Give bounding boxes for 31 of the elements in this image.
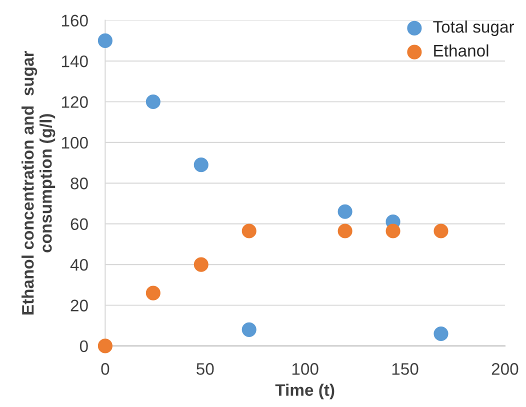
y-tick-label: 20 <box>70 300 88 312</box>
y-tick-label: 100 <box>62 136 88 149</box>
x-tick-label: 150 <box>392 363 418 375</box>
y-tick-label: 40 <box>70 258 88 271</box>
point <box>242 224 256 238</box>
point <box>98 33 112 48</box>
y-tick-label: 160 <box>62 14 88 27</box>
point <box>98 338 112 354</box>
y-tick-label: 0 <box>80 340 88 352</box>
point <box>338 204 352 219</box>
y-tick-label: 80 <box>70 178 88 190</box>
y-tick-label: 140 <box>62 55 88 68</box>
y-tick-label: 120 <box>62 96 88 108</box>
y-tick-label: 60 <box>70 218 88 230</box>
legend-label: Ethanol <box>434 44 488 57</box>
x-tick-label: 100 <box>292 363 318 375</box>
point <box>146 286 160 300</box>
point <box>338 224 352 238</box>
point <box>434 326 448 342</box>
point <box>386 224 400 238</box>
point <box>242 322 256 337</box>
x-tick-label: 50 <box>196 363 214 375</box>
point <box>146 94 160 110</box>
point <box>194 158 208 172</box>
point <box>434 224 448 238</box>
x-tick-label: 200 <box>492 363 518 375</box>
y-axis-title: Ethanol concentration and sugar consumption (g/l) <box>22 50 56 314</box>
x-axis-title: Time (t) <box>275 384 334 400</box>
x-tick-label: 0 <box>101 363 110 375</box>
point <box>194 257 208 272</box>
legend-label: Total sugar <box>433 20 514 36</box>
